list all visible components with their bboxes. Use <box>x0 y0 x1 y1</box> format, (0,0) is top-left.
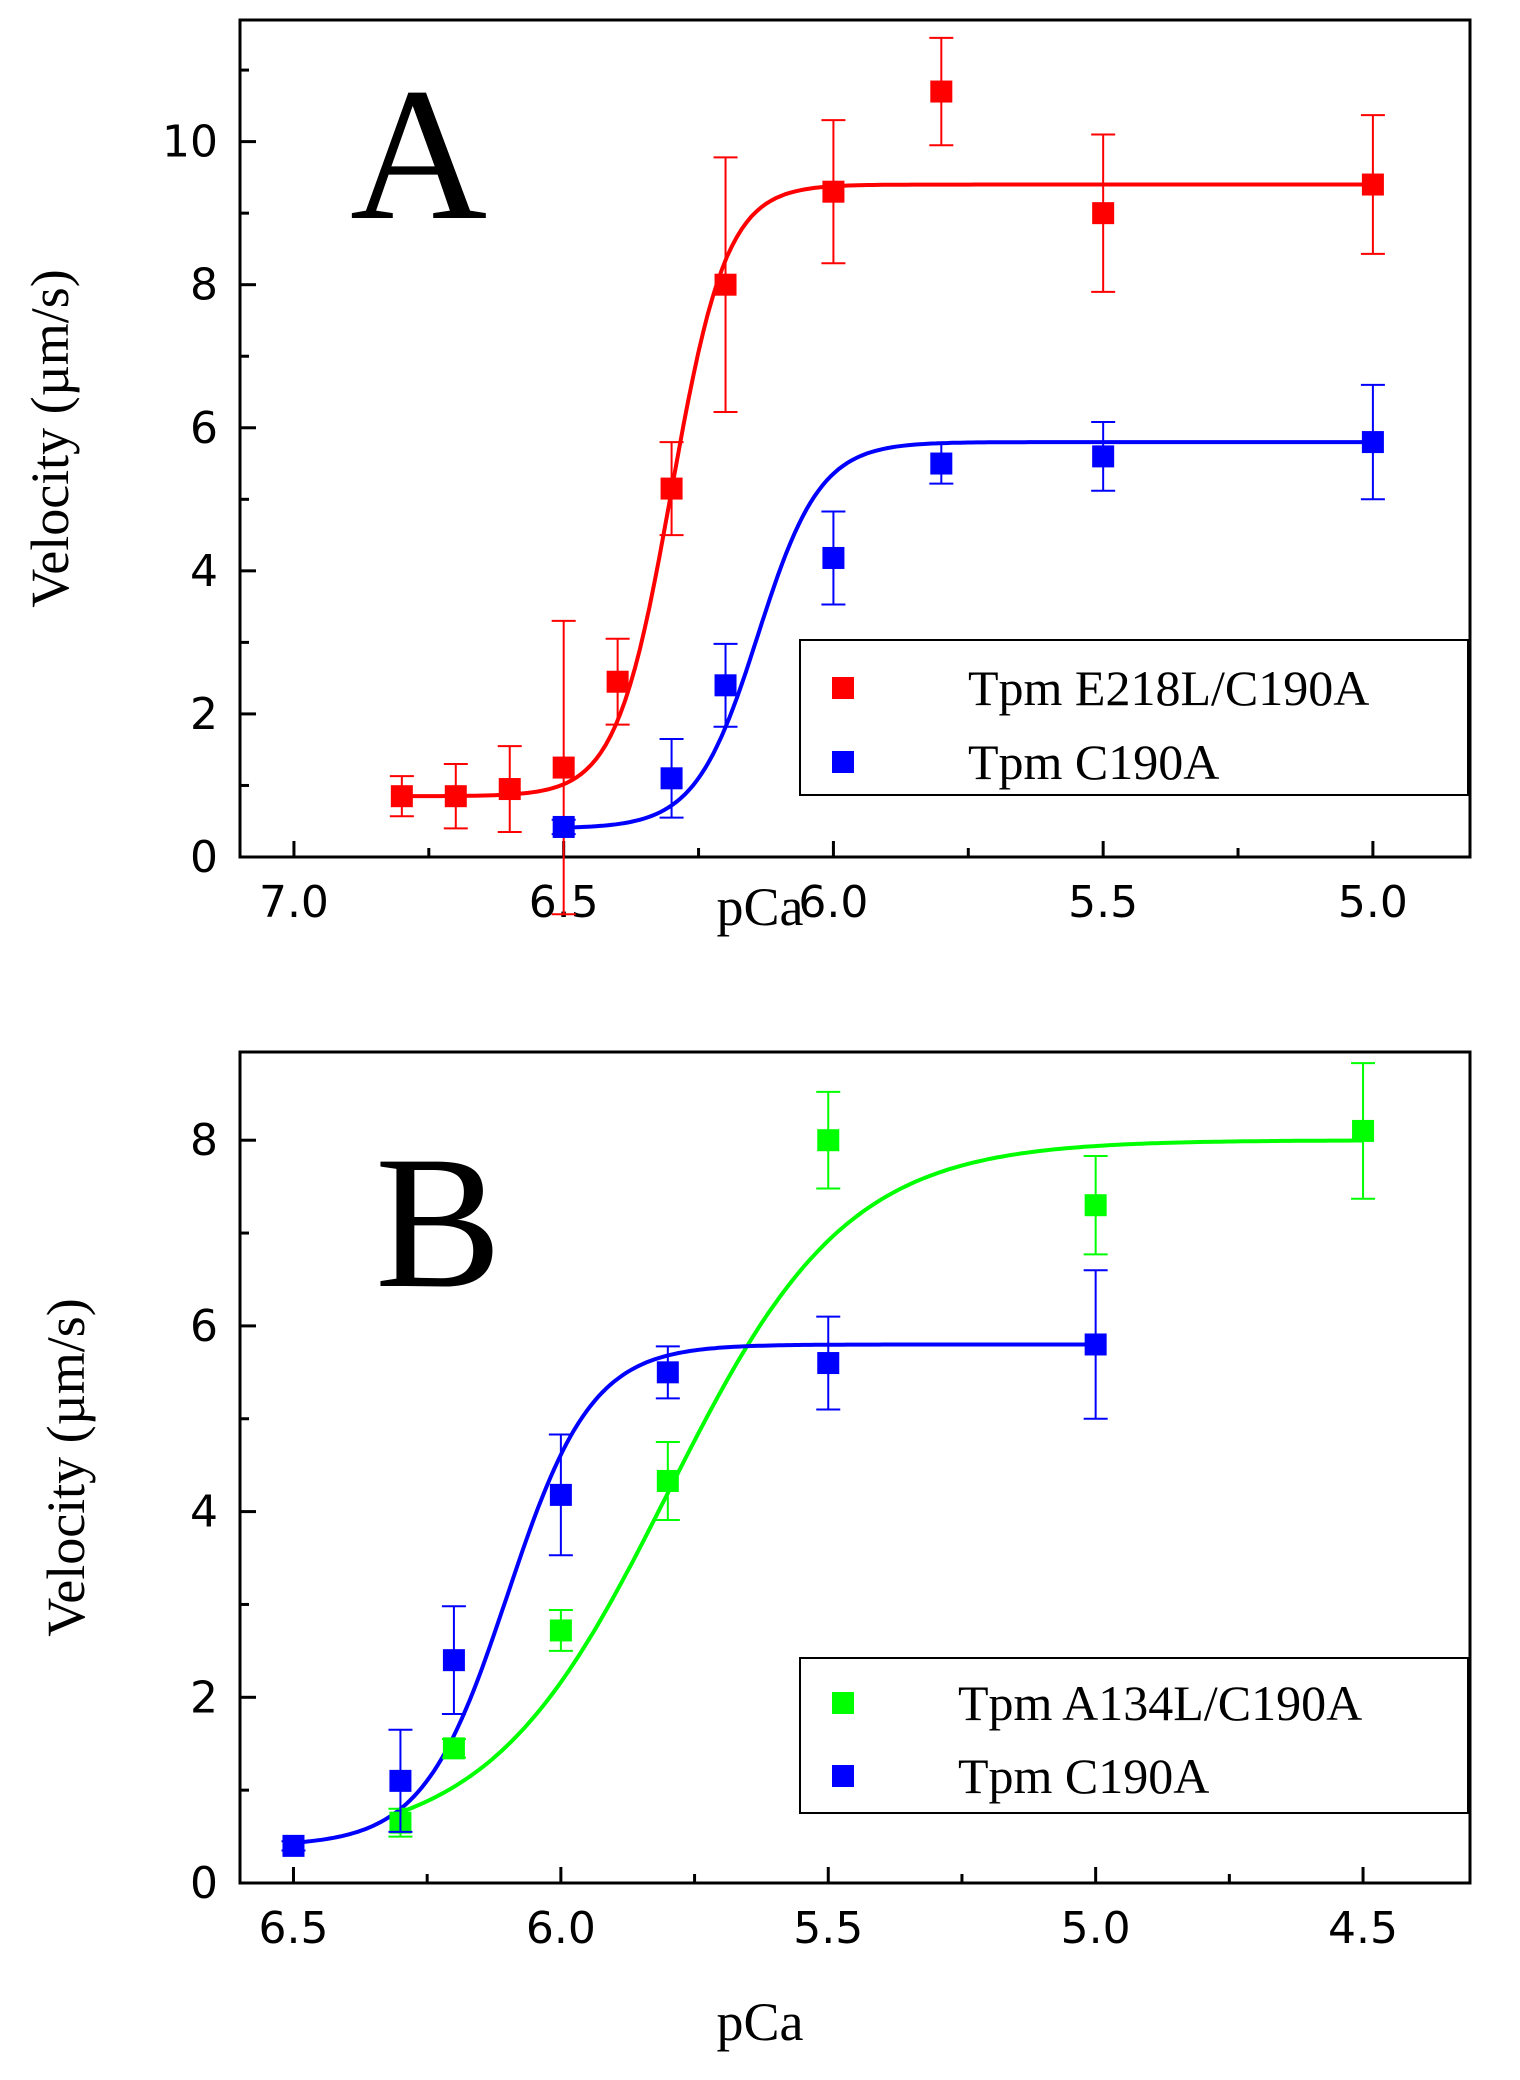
legend-marker-2 <box>832 751 854 773</box>
legend-marker-1 <box>832 1692 854 1714</box>
legend-box <box>799 639 1469 796</box>
x-tick-label: 5.5 <box>793 1903 863 1954</box>
data-point-series-1 <box>606 670 629 693</box>
data-point-series-1 <box>1352 1119 1375 1142</box>
data-point-series-1 <box>444 785 467 808</box>
data-point-series-2 <box>552 815 575 838</box>
data-point-series-2 <box>817 1352 840 1375</box>
x-tick-label: 6.0 <box>526 1903 596 1954</box>
data-point-series-1 <box>656 1469 679 1492</box>
x-axis-title: pCa <box>717 1992 804 2052</box>
legend-label-1: Tpm E218L/C190A <box>968 660 1369 716</box>
data-point-series-1 <box>498 778 521 801</box>
data-point-series-2 <box>660 767 683 790</box>
plot-frame <box>238 18 1472 859</box>
y-axis-title: Velocity (µm/s) <box>36 1298 96 1637</box>
y-tick-label: 4 <box>190 546 218 597</box>
legend-marker-1 <box>832 677 854 699</box>
data-point-series-1 <box>1361 173 1384 196</box>
panel-letter: A <box>350 50 487 260</box>
fit-curve-2 <box>563 440 1373 830</box>
legend-box <box>799 1657 1469 1814</box>
data-point-series-1 <box>1084 1194 1107 1217</box>
plot-frame <box>238 1050 1472 1885</box>
legend-marker-2 <box>832 1765 854 1787</box>
y-tick-label: 8 <box>190 1115 218 1166</box>
y-tick-label: 2 <box>190 1672 218 1723</box>
data-point-series-1 <box>930 80 953 103</box>
x-tick-label: 7.0 <box>259 877 329 928</box>
data-point-series-1 <box>390 785 413 808</box>
legend-label-1: Tpm A134L/C190A <box>958 1675 1362 1731</box>
data-point-series-2 <box>656 1361 679 1384</box>
fit-curve-2 <box>293 1342 1096 1845</box>
data-point-series-1 <box>552 756 575 779</box>
y-tick-label: 6 <box>190 403 218 454</box>
data-point-series-2 <box>442 1649 465 1672</box>
legend-label-2: Tpm C190A <box>958 1748 1209 1804</box>
data-point-series-2 <box>1092 445 1115 468</box>
x-tick-label: 5.0 <box>1338 877 1408 928</box>
legend-label-2: Tpm C190A <box>968 734 1219 790</box>
y-tick-label: 2 <box>190 689 218 740</box>
x-tick-label: 5.5 <box>1068 877 1138 928</box>
x-axis-title: pCa <box>717 877 804 937</box>
x-tick-label: 6.0 <box>798 877 868 928</box>
data-point-series-1 <box>549 1619 572 1642</box>
fit-curve-1 <box>399 1138 1363 1815</box>
data-point-series-2 <box>1361 431 1384 454</box>
data-point-series-1 <box>817 1129 840 1152</box>
y-tick-label: 6 <box>190 1301 218 1352</box>
data-point-series-1 <box>822 180 845 203</box>
x-tick-label: 5.0 <box>1061 1903 1131 1954</box>
data-point-series-1 <box>660 477 683 500</box>
panel-letter: B <box>375 1118 502 1328</box>
panel-b: 6.5 6.0 5.5 5.0 4.5 0 2 4 6 8 pCa Velocity (µm/s) B T… <box>36 1050 1472 2052</box>
y-tick-label: 8 <box>190 260 218 311</box>
data-point-series-2 <box>282 1834 305 1857</box>
data-point-series-2 <box>714 674 737 697</box>
x-tick-label: 4.5 <box>1328 1903 1398 1954</box>
data-point-series-2 <box>389 1769 412 1792</box>
x-tick-label: 6.5 <box>258 1903 328 1954</box>
y-tick-label: 0 <box>190 832 218 883</box>
y-tick-label: 0 <box>190 1858 218 1909</box>
data-point-series-2 <box>930 452 953 475</box>
data-point-series-1 <box>442 1737 465 1760</box>
data-point-series-1 <box>1092 202 1115 225</box>
data-point-series-2 <box>822 546 845 569</box>
data-point-series-2 <box>549 1483 572 1506</box>
y-tick-label: 4 <box>190 1487 218 1538</box>
data-point-series-1 <box>714 273 737 296</box>
y-tick-label: 10 <box>162 117 218 168</box>
y-axis-title: Velocity (µm/s) <box>20 269 80 608</box>
data-point-series-2 <box>1084 1333 1107 1356</box>
